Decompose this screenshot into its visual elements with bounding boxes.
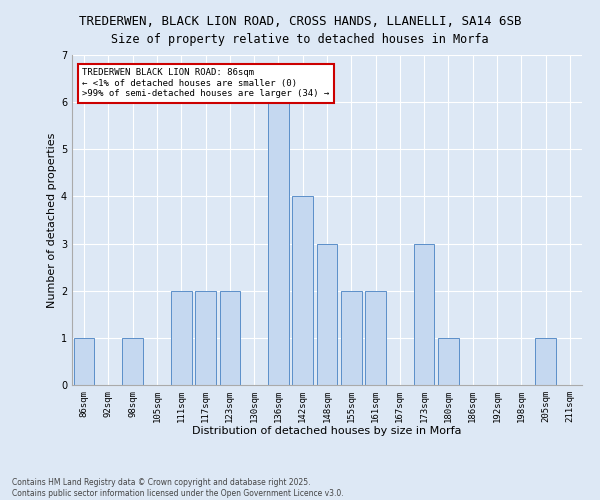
Y-axis label: Number of detached properties: Number of detached properties [47, 132, 57, 308]
Text: Size of property relative to detached houses in Morfa: Size of property relative to detached ho… [111, 32, 489, 46]
Bar [122, 338, 143, 385]
Bar [171, 290, 191, 385]
Text: TREDERWEN, BLACK LION ROAD, CROSS HANDS, LLANELLI, SA14 6SB: TREDERWEN, BLACK LION ROAD, CROSS HANDS,… [79, 15, 521, 28]
Bar [317, 244, 337, 385]
Text: Contains HM Land Registry data © Crown copyright and database right 2025.
Contai: Contains HM Land Registry data © Crown c… [12, 478, 344, 498]
X-axis label: Distribution of detached houses by size in Morfa: Distribution of detached houses by size … [192, 426, 462, 436]
Bar [365, 290, 386, 385]
Bar [220, 290, 240, 385]
Bar [438, 338, 459, 385]
Bar [268, 102, 289, 385]
Bar [535, 338, 556, 385]
Bar [195, 290, 216, 385]
Bar [74, 338, 94, 385]
Bar [292, 196, 313, 385]
Bar [341, 290, 362, 385]
Bar [414, 244, 434, 385]
Text: TREDERWEN BLACK LION ROAD: 86sqm
← <1% of detached houses are smaller (0)
>99% o: TREDERWEN BLACK LION ROAD: 86sqm ← <1% o… [82, 68, 329, 98]
